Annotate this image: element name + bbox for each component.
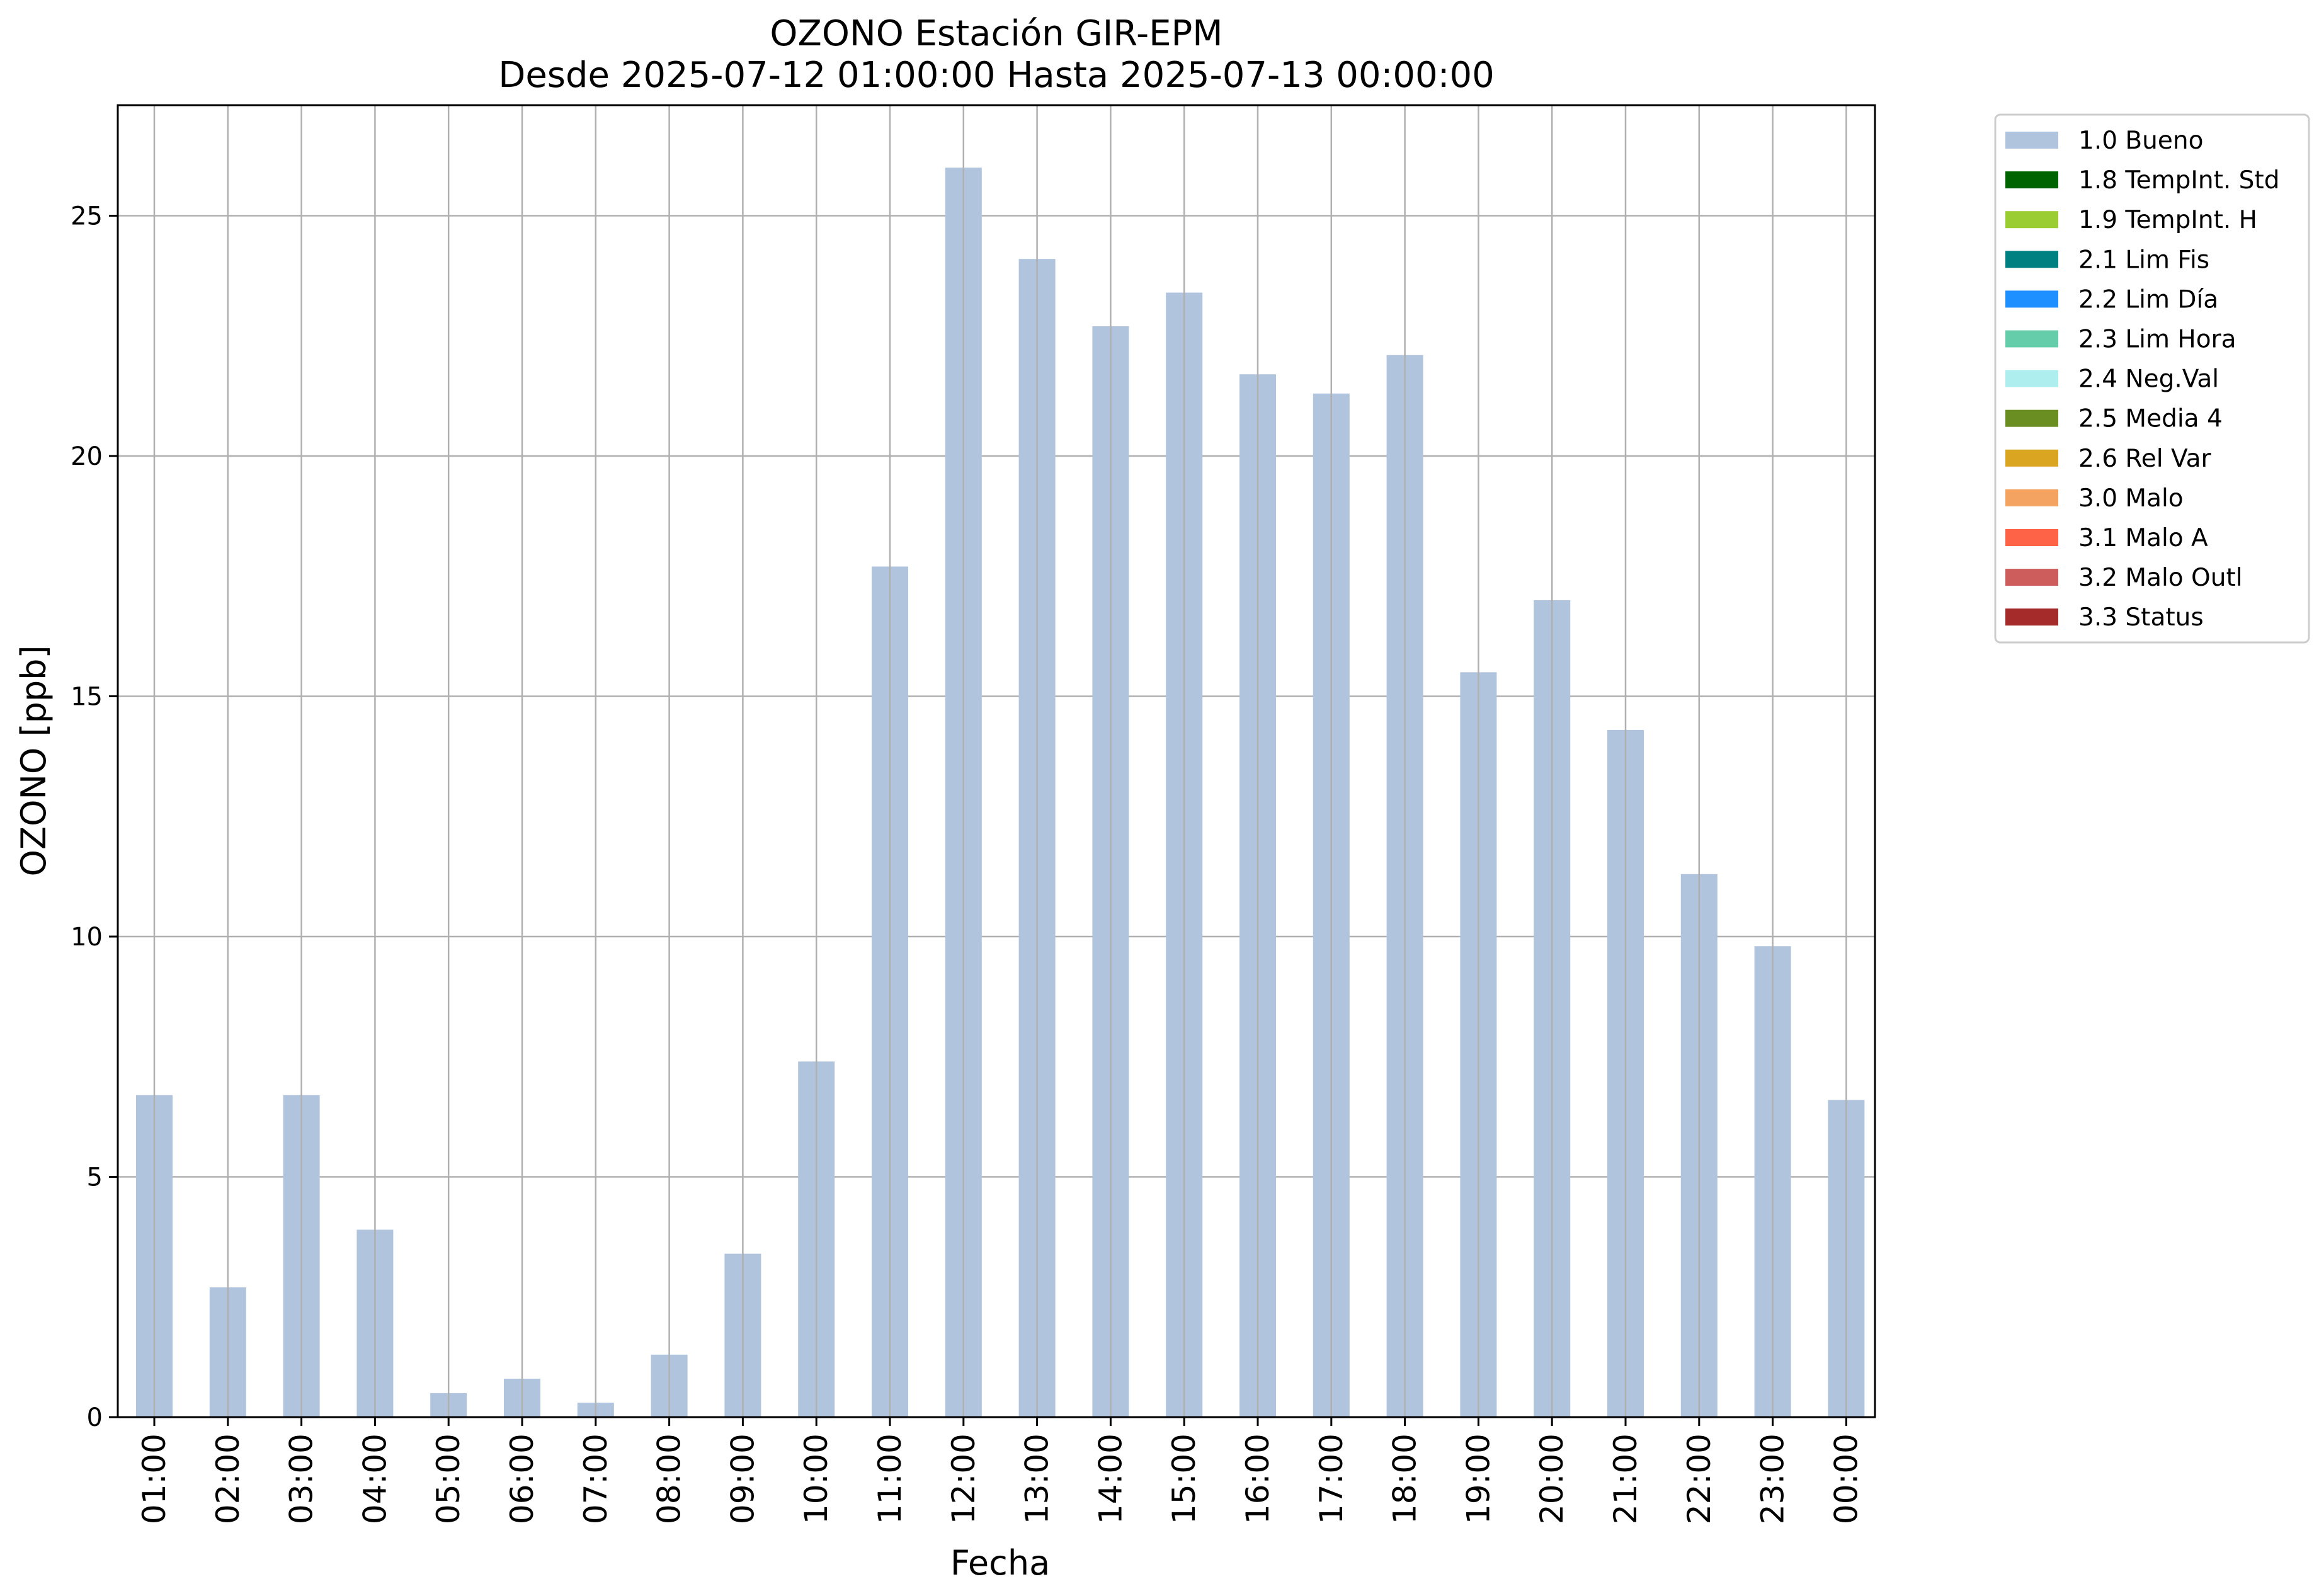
legend-swatch (2005, 608, 2058, 626)
vertical-gridlines (153, 105, 1847, 1417)
legend-swatch (2005, 489, 2058, 506)
legend-label: 3.1 Malo A (2078, 524, 2208, 552)
x-tick-label: 18:00 (1387, 1434, 1423, 1524)
x-tick-label: 09:00 (724, 1434, 761, 1524)
legend: 1.0 Bueno 1.8 TempInt. Std 1.9 TempInt. H 2… (1994, 113, 2310, 644)
x-tick-label: 19:00 (1460, 1434, 1496, 1524)
x-tick-label: 08:00 (651, 1434, 688, 1524)
legend-swatch (2005, 290, 2058, 308)
legend-label: 2.3 Lim Hora (2078, 326, 2236, 354)
x-tick-label: 23:00 (1755, 1434, 1791, 1524)
legend-swatch (2005, 569, 2058, 586)
y-tick-label: 5 (87, 1163, 103, 1192)
legend-label: 2.1 Lim Fis (2078, 246, 2209, 274)
x-tick-label: 21:00 (1607, 1434, 1644, 1524)
legend-swatch (2005, 251, 2058, 268)
legend-swatch (2005, 132, 2058, 149)
legend-label: 1.0 Bueno (2078, 127, 2203, 155)
x-tick-label: 04:00 (356, 1434, 393, 1524)
legend-swatch (2005, 449, 2058, 467)
legend-box (1994, 113, 2310, 644)
x-tick-label: 02:00 (210, 1434, 246, 1524)
x-tick-label: 22:00 (1681, 1434, 1718, 1524)
x-tick-label: 13:00 (1019, 1434, 1056, 1524)
y-tick-label: 0 (87, 1403, 103, 1432)
x-axis-label: Fecha (950, 1543, 1050, 1583)
x-tick-label: 00:00 (1828, 1434, 1864, 1524)
x-tick-label: 20:00 (1534, 1434, 1570, 1524)
legend-swatch (2005, 330, 2058, 348)
x-tick-label: 12:00 (945, 1434, 982, 1524)
x-tick-label: 11:00 (872, 1434, 908, 1524)
y-tick-label: 25 (71, 202, 103, 231)
legend-label: 2.5 Media 4 (2078, 405, 2223, 433)
x-tick-label: 01:00 (136, 1434, 173, 1524)
x-tick-label: 17:00 (1313, 1434, 1350, 1524)
legend-swatch (2005, 529, 2058, 546)
chart-subtitle: Desde 2025-07-12 01:00:00 Hasta 2025-07-… (498, 55, 1495, 96)
x-axis-ticks: 01:00 02:00 03:00 04:00 05:00 06:00 07:00 08:00… (136, 1417, 1864, 1524)
y-tick-label: 15 (71, 682, 103, 711)
plot-frame (117, 104, 1876, 1418)
x-tick-label: 07:00 (578, 1434, 614, 1524)
legend-label: 3.3 Status (2078, 603, 2204, 632)
legend-swatch (2005, 409, 2058, 427)
x-tick-label: 14:00 (1092, 1434, 1129, 1524)
y-axis-label: OZONO [ppb] (14, 645, 54, 876)
x-tick-label: 03:00 (283, 1434, 320, 1524)
chart-title: OZONO Estación GIR-EPM (770, 13, 1222, 54)
legend-label: 2.4 Neg.Val (2078, 365, 2219, 394)
x-tick-label: 16:00 (1239, 1434, 1276, 1524)
legend-label: 1.8 TempInt. Std (2078, 166, 2279, 195)
x-tick-label: 10:00 (798, 1434, 835, 1524)
y-tick-label: 10 (71, 923, 103, 952)
x-tick-label: 05:00 (430, 1434, 467, 1524)
x-tick-label: 15:00 (1166, 1434, 1202, 1524)
x-tick-label: 06:00 (504, 1434, 540, 1524)
legend-swatch (2005, 171, 2058, 189)
y-tick-label: 20 (71, 442, 103, 471)
legend-label: 1.9 TempInt. H (2078, 206, 2257, 234)
y-axis-ticks: 0 5 10 15 20 25 (71, 202, 118, 1432)
legend-label: 3.2 Malo Outl (2078, 564, 2243, 592)
legend-swatch (2005, 211, 2058, 229)
legend-label: 2.2 Lim Día (2078, 285, 2218, 314)
legend-swatch (2005, 370, 2058, 387)
legend-label: 3.0 Malo (2078, 484, 2184, 513)
legend-label: 2.6 Rel Var (2078, 445, 2212, 473)
